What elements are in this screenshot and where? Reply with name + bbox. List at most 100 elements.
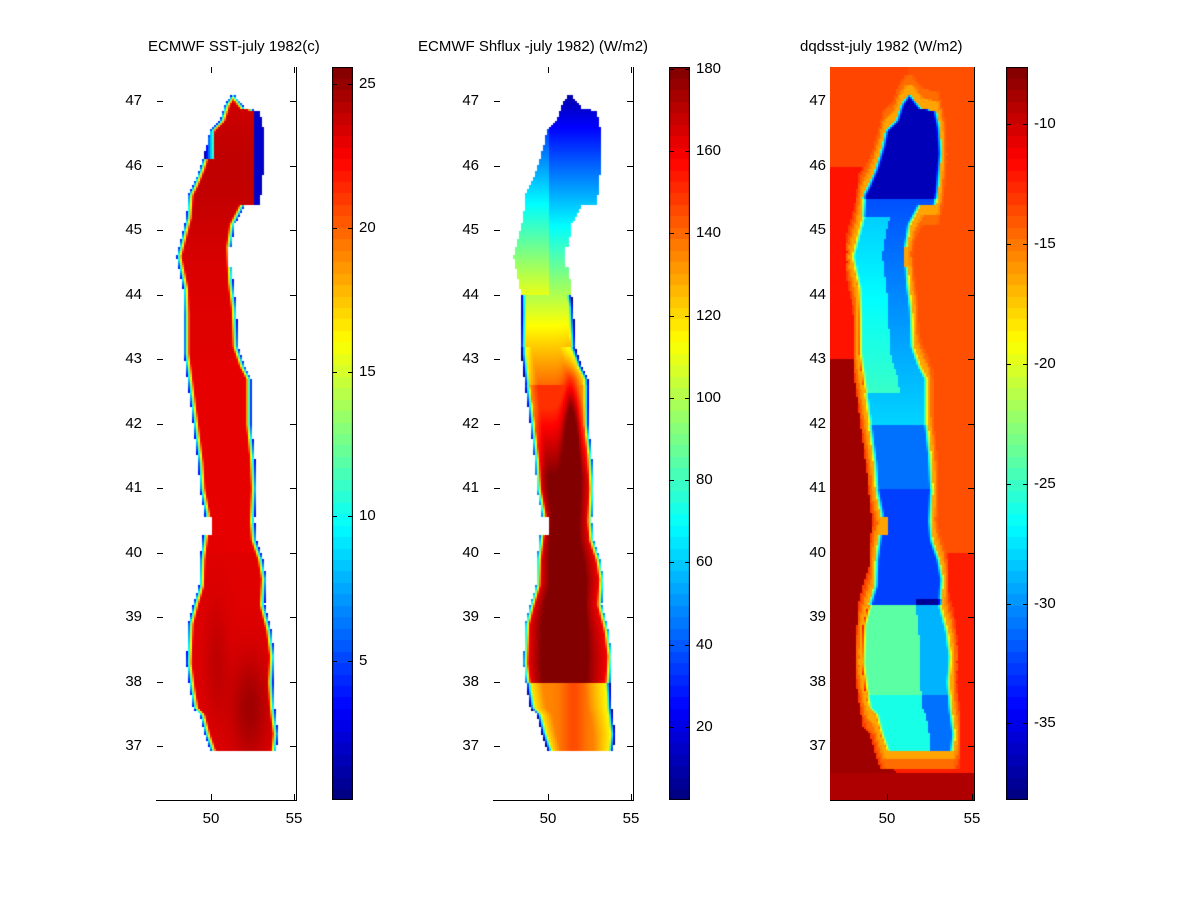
panel-2-x-tick (548, 794, 549, 800)
panel-2-colorbar-tick-right (685, 151, 690, 152)
panel-2-title: ECMWF Shflux -july 1982) (W/m2) (418, 38, 649, 55)
panel-3-title: dqdsst-july 1982 (W/m2) (800, 38, 963, 55)
panel-2-y-tick (494, 553, 500, 554)
panel-3-y-tick-label: 43 (809, 350, 826, 367)
panel-1-y-tick-label: 41 (125, 479, 142, 496)
panel-3-x-tick (972, 794, 973, 800)
panel-1-y-tick (157, 488, 163, 489)
panel-3-y-tick-right (968, 746, 974, 747)
panel-1-y-tick-right (290, 746, 296, 747)
panel-1-y-tick-label: 44 (125, 286, 142, 303)
panel-1-y-tick-right (290, 166, 296, 167)
panel-2-colorbar-tick-left (669, 233, 674, 234)
panel-3-y-tick-label: 40 (809, 544, 826, 561)
panel-2-colorbar-tick-label: 60 (696, 553, 713, 570)
panel-3-colorbar (1006, 67, 1028, 800)
panel-2-colorbar-tick-right (685, 69, 690, 70)
panel-3-heatmap (830, 67, 974, 800)
panel-2-y-tick-label: 40 (462, 544, 479, 561)
panel-2-y-tick (494, 424, 500, 425)
panel-3-y-tick-label: 47 (809, 92, 826, 109)
panel-1-y-tick-label: 43 (125, 350, 142, 367)
panel-2-y-tick-right (627, 553, 633, 554)
panel-2-y-tick (494, 166, 500, 167)
panel-2-y-tick-right (627, 230, 633, 231)
panel-1-y-tick-label: 46 (125, 157, 142, 174)
panel-2-y-tick-label: 45 (462, 221, 479, 238)
panel-2-colorbar-tick-left (669, 398, 674, 399)
panel-3-y-tick-label: 44 (809, 286, 826, 303)
panel-3-colorbar-tick-label: -10 (1034, 115, 1056, 132)
panel-2-colorbar-tick-right (685, 480, 690, 481)
panel-1-y-tick-right (290, 553, 296, 554)
panel-1-y-tick-right (290, 295, 296, 296)
panel-3-y-tick-right (968, 166, 974, 167)
panel-3-colorbar-tick-left (1006, 723, 1011, 724)
panel-3-colorbar-tick-right (1023, 484, 1028, 485)
panel-1-colorbar-tick-right (348, 661, 353, 662)
panel-3-colorbar-tick-right (1023, 244, 1028, 245)
panel-2-y-tick-label: 46 (462, 157, 479, 174)
panel-1-x-tick-top (211, 67, 212, 73)
panel-3-y-tick-right (968, 295, 974, 296)
panel-3-colorbar-tick-left (1006, 484, 1011, 485)
panel-1-y-tick (157, 424, 163, 425)
panel-3-colorbar-tick-label: -25 (1034, 475, 1056, 492)
panel-2-colorbar-tick-label: 100 (696, 389, 722, 406)
panel-1-y-tick-label: 45 (125, 221, 142, 238)
panel-1-y-tick-right (290, 424, 296, 425)
panel-3-y-tick-label: 38 (809, 673, 826, 690)
panel-2-y-tick-label: 41 (462, 479, 479, 496)
panel-3-colorbar-tick-label: -35 (1034, 714, 1056, 731)
panel-1-x-tick (211, 794, 212, 800)
panel-3-y-tick-right (968, 359, 974, 360)
panel-3-colorbar-tick-right (1023, 124, 1028, 125)
panel-1-y-tick-right (290, 488, 296, 489)
panel-3-colorbar-tick-right (1023, 723, 1028, 724)
panel-2-y-tick-label: 37 (462, 737, 479, 754)
panel-3-colorbar-tick-label: -20 (1034, 355, 1056, 372)
panel-3-colorbar-tick-label: -15 (1034, 235, 1056, 252)
panel-1-y-tick (157, 230, 163, 231)
panel-3-y-tick-label: 45 (809, 221, 826, 238)
panel-1-x-tick (294, 794, 295, 800)
panel-1-y-tick-right (290, 101, 296, 102)
panel-3-x-tick (887, 794, 888, 800)
panel-2-y-tick (494, 488, 500, 489)
panel-3-y-tick-label: 46 (809, 157, 826, 174)
panel-2-y-tick-right (627, 746, 633, 747)
panel-2-y-tick-label: 44 (462, 286, 479, 303)
panel-2-y-tick-label: 38 (462, 673, 479, 690)
panel-2-colorbar-tick-right (685, 727, 690, 728)
panel-2-colorbar-tick-label: 80 (696, 471, 713, 488)
panel-2-heatmap (493, 67, 633, 800)
panel-2-colorbar-tick-label: 180 (696, 60, 722, 77)
panel-3-right-axis-line (974, 67, 975, 801)
panel-1-x-tick-label: 55 (285, 810, 303, 827)
panel-3-x-axis-line (830, 800, 975, 801)
panel-2-colorbar-tick-label: 20 (696, 718, 713, 735)
panel-2-colorbar-tick-label: 40 (696, 636, 713, 653)
panel-2-colorbar-tick-right (685, 316, 690, 317)
panel-3-y-tick-label: 37 (809, 737, 826, 754)
panel-2-colorbar-tick-right (685, 645, 690, 646)
panel-1-colorbar-tick-left (332, 228, 337, 229)
panel-1-y-tick-right (290, 617, 296, 618)
panel-2-y-tick (494, 295, 500, 296)
panel-2-colorbar-tick-left (669, 316, 674, 317)
panel-2-x-tick-top (548, 67, 549, 73)
panel-2-colorbar-tick-label: 160 (696, 142, 722, 159)
panel-2-colorbar-tick-left (669, 69, 674, 70)
panel-3-y-tick-label: 42 (809, 415, 826, 432)
panel-2-y-tick-right (627, 617, 633, 618)
panel-1-colorbar-tick-label: 10 (359, 507, 376, 524)
panel-2-y-tick-right (627, 424, 633, 425)
panel-2-colorbar-tick-left (669, 645, 674, 646)
panel-1-right-axis-line (296, 67, 297, 801)
panel-2-x-tick-label: 55 (622, 810, 640, 827)
panel-3-y-tick-label: 39 (809, 608, 826, 625)
panel-1-colorbar-tick-label: 25 (359, 75, 376, 92)
panel-1-y-tick (157, 101, 163, 102)
panel-1-y-tick (157, 295, 163, 296)
panel-3-colorbar-tick-left (1006, 604, 1011, 605)
